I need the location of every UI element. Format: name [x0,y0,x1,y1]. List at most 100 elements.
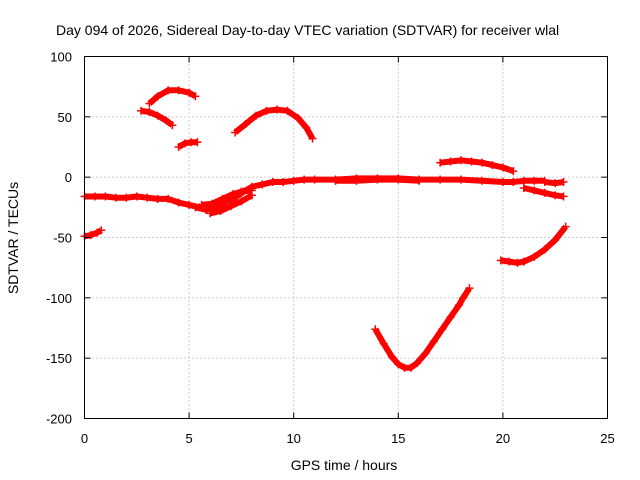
data-point [540,245,549,254]
y-axis-label: SDTVAR / TECUs [5,182,21,294]
data-point [519,176,528,185]
series-arc-m [372,286,472,371]
data-point [197,200,206,209]
data-point [191,92,200,101]
data-point [132,192,141,201]
data-point [268,177,277,186]
data-point [279,177,288,186]
data-point [561,222,570,231]
y-tick-label: -100 [46,291,72,306]
data-point [454,301,463,310]
data-point [237,197,246,206]
data-point [174,143,183,151]
data-point [513,258,522,267]
data-point [258,180,267,189]
data-point [559,177,568,186]
data-point [293,114,302,123]
data-point [185,200,194,209]
x-tick-label: 5 [185,431,192,446]
data-point [436,158,445,167]
data-point [459,293,468,302]
data-point [168,121,177,130]
grid-layer [84,56,608,419]
data-point [530,252,539,261]
data-point [551,191,560,200]
data-point [289,176,298,185]
data-point [446,157,455,166]
data-point [308,134,317,143]
data-point [153,92,162,101]
data-point [394,175,403,184]
data-point [477,158,486,167]
data-point [185,88,194,97]
data-point [153,194,162,203]
data-point [93,228,102,237]
data-point [241,120,250,129]
x-tick-label: 10 [286,431,300,446]
data-point [272,105,281,114]
series-layer [80,86,570,372]
y-tick-label: -150 [46,351,72,366]
data-point [252,111,261,120]
data-point [373,175,382,184]
data-point [371,325,380,334]
data-point [193,138,202,147]
data-point [352,176,361,185]
data-point [379,339,388,348]
x-axis-label: GPS time / hours [291,457,398,473]
data-point [505,257,514,266]
data-point [164,86,173,95]
data-point [406,363,415,372]
data-point [465,284,474,293]
data-point [551,179,560,188]
data-point [145,99,154,108]
data-point [153,111,162,120]
data-point [477,176,486,185]
tick-layer: 0 5 10 15 20 25 -200 -150 -100 -50 0 50 100 [46,50,615,447]
data-point [540,188,549,197]
data-point [283,106,292,115]
data-point [247,191,256,200]
x-tick-label: 25 [600,431,614,446]
data-point [180,139,189,148]
data-point [413,358,422,367]
data-point [191,203,200,212]
data-point [145,108,154,117]
data-point [208,199,217,208]
data-point [429,337,438,346]
data-point [229,190,238,199]
data-point [457,175,466,184]
data-point [174,86,183,95]
data-point [174,198,183,207]
data-point [488,161,497,170]
data-point [467,157,476,166]
data-point [86,231,95,240]
data-point [206,209,215,218]
x-tick-label: 0 [81,431,88,446]
data-point [331,176,340,185]
data-point [302,123,311,132]
data-point [415,176,424,185]
data-point [519,257,528,266]
data-point [446,313,455,322]
data-point [530,186,539,195]
x-tick-label: 15 [391,431,405,446]
data-point [300,175,309,184]
data-point [388,352,397,361]
y-tick-label: 50 [58,110,72,125]
y-tick-label: -50 [53,231,72,246]
data-point [496,256,505,265]
data-point [111,193,120,202]
data-point [216,206,225,215]
data-point [122,193,131,202]
data-point [540,177,549,186]
y-tick-label: 100 [50,50,72,65]
data-point [237,187,246,196]
data-point [394,360,403,369]
data-point [498,177,507,186]
series-arc-h [140,107,175,128]
data-point [262,106,271,115]
data-point [162,116,171,125]
data-point [457,156,466,165]
